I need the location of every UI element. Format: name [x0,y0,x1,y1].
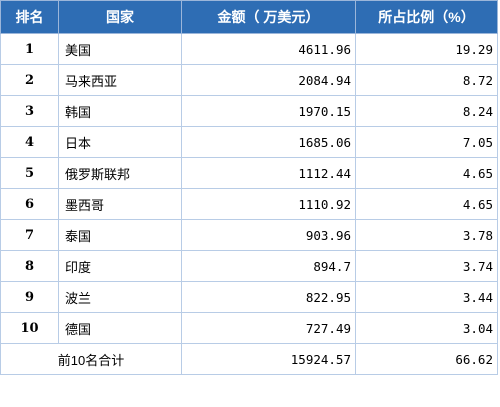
country-cell: 日本 [58,126,182,158]
amount-cell: 894.7 [181,250,356,282]
rank-cell: 3 [0,95,59,127]
amount-cell: 1970.15 [181,95,356,127]
table-row: 8 印度 894.7 3.74 [0,250,498,282]
amount-cell: 727.49 [181,312,356,344]
rank-cell: 5 [0,157,59,189]
rank-cell: 7 [0,219,59,251]
ranking-table-container: 排名 国家 金额（ 万美元） 所占比例（%） 1 美国 4611.96 19.2… [0,0,498,375]
rank-cell: 10 [0,312,59,344]
rank-cell: 2 [0,64,59,96]
header-amount: 金额（ 万美元） [181,0,356,34]
table-row: 6 墨西哥 1110.92 4.65 [0,188,498,220]
country-cell: 波兰 [58,281,182,313]
country-cell: 墨西哥 [58,188,182,220]
amount-cell: 903.96 [181,219,356,251]
ranking-table: 排名 国家 金额（ 万美元） 所占比例（%） 1 美国 4611.96 19.2… [0,0,498,375]
table-row: 7 泰国 903.96 3.78 [0,219,498,251]
header-rank: 排名 [0,0,59,34]
share-cell: 4.65 [355,188,498,220]
rank-cell: 9 [0,281,59,313]
share-cell: 19.29 [355,33,498,65]
total-amount: 15924.57 [181,343,356,375]
country-cell: 韩国 [58,95,182,127]
header-share: 所占比例（%） [355,0,498,34]
share-cell: 4.65 [355,157,498,189]
table-row: 9 波兰 822.95 3.44 [0,281,498,313]
table-row: 5 俄罗斯联邦 1112.44 4.65 [0,157,498,189]
rank-cell: 6 [0,188,59,220]
country-cell: 马来西亚 [58,64,182,96]
header-row: 排名 国家 金额（ 万美元） 所占比例（%） [0,0,498,34]
total-share: 66.62 [355,343,498,375]
share-cell: 3.78 [355,219,498,251]
country-cell: 俄罗斯联邦 [58,157,182,189]
table-row: 3 韩国 1970.15 8.24 [0,95,498,127]
table-row: 1 美国 4611.96 19.29 [0,33,498,65]
rank-cell: 4 [0,126,59,158]
share-cell: 3.74 [355,250,498,282]
share-cell: 3.44 [355,281,498,313]
table-row: 2 马来西亚 2084.94 8.72 [0,64,498,96]
total-row: 前10名合计 15924.57 66.62 [0,343,498,375]
amount-cell: 1110.92 [181,188,356,220]
country-cell: 德国 [58,312,182,344]
share-cell: 8.72 [355,64,498,96]
amount-cell: 1112.44 [181,157,356,189]
table-row: 4 日本 1685.06 7.05 [0,126,498,158]
total-label: 前10名合计 [0,343,182,375]
country-cell: 泰国 [58,219,182,251]
country-cell: 美国 [58,33,182,65]
rank-cell: 1 [0,33,59,65]
share-cell: 8.24 [355,95,498,127]
header-country: 国家 [58,0,182,34]
amount-cell: 822.95 [181,281,356,313]
amount-cell: 2084.94 [181,64,356,96]
amount-cell: 4611.96 [181,33,356,65]
share-cell: 7.05 [355,126,498,158]
amount-cell: 1685.06 [181,126,356,158]
table-row: 10 德国 727.49 3.04 [0,312,498,344]
rank-cell: 8 [0,250,59,282]
country-cell: 印度 [58,250,182,282]
share-cell: 3.04 [355,312,498,344]
